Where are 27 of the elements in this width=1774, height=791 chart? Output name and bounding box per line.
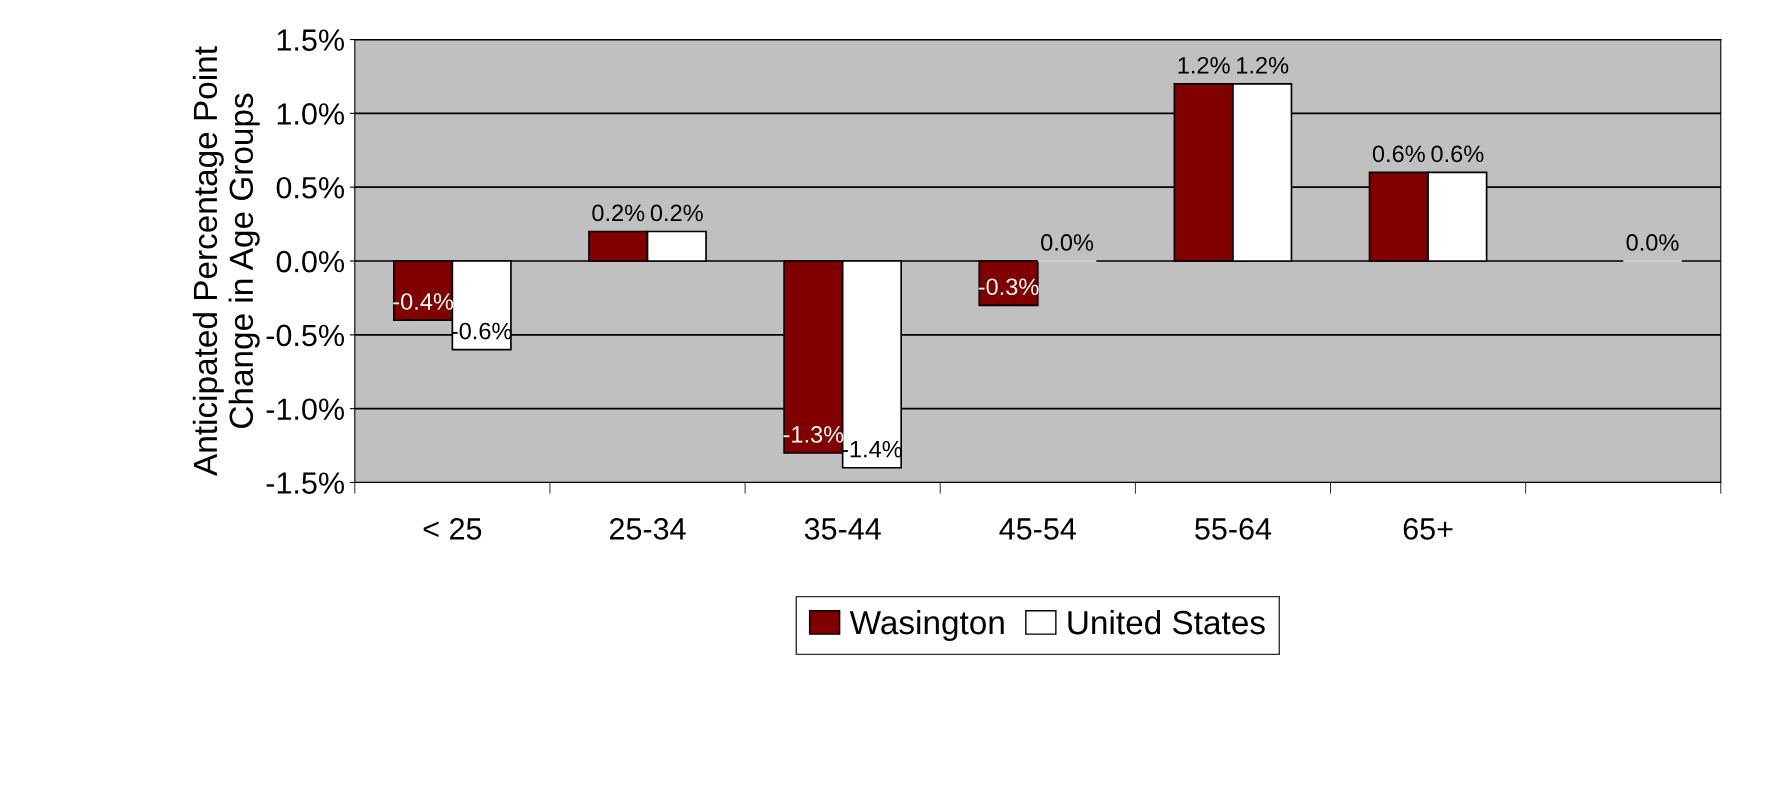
x-tick-label: 45-54 xyxy=(999,518,1076,540)
y-tick-label: -1.0% xyxy=(266,398,344,421)
y-tick-label: -0.5% xyxy=(266,324,344,347)
data-label: 1.2% xyxy=(1237,56,1289,74)
data-label: 0.6% xyxy=(1431,145,1484,163)
legend-label: Wasington xyxy=(849,609,1004,642)
data-label: 0.2% xyxy=(592,204,645,222)
data-label: 0.0% xyxy=(1626,234,1679,251)
x-tick-label: 35-44 xyxy=(804,518,881,540)
data-label: -1.3% xyxy=(783,426,844,443)
y-tick-label: 1.5% xyxy=(277,29,344,51)
x-tick-label: 55-64 xyxy=(1195,518,1272,540)
data-label: 0.6% xyxy=(1372,145,1425,163)
y-tick-label: 0.0% xyxy=(276,250,344,273)
data-label: 0.0% xyxy=(1041,234,1094,251)
data-label: -0.3% xyxy=(978,278,1039,296)
x-tick-label: 25-34 xyxy=(609,518,686,540)
y-tick-label: 0.5% xyxy=(276,176,344,199)
y-tick-label: 1.0% xyxy=(277,103,344,125)
y-tick-label: -1.5% xyxy=(266,472,344,494)
y-axis-title: Anticipated Percentage Point Change in Age Groups xyxy=(192,46,260,476)
legend-label: United States xyxy=(1068,609,1265,635)
data-label: 0.2% xyxy=(650,204,703,222)
data-label: -0.4% xyxy=(393,293,454,310)
x-tick-label: < 25 xyxy=(423,518,482,540)
x-tick-label: 65+ xyxy=(1403,518,1453,540)
data-label: 1.2% xyxy=(1178,56,1230,74)
